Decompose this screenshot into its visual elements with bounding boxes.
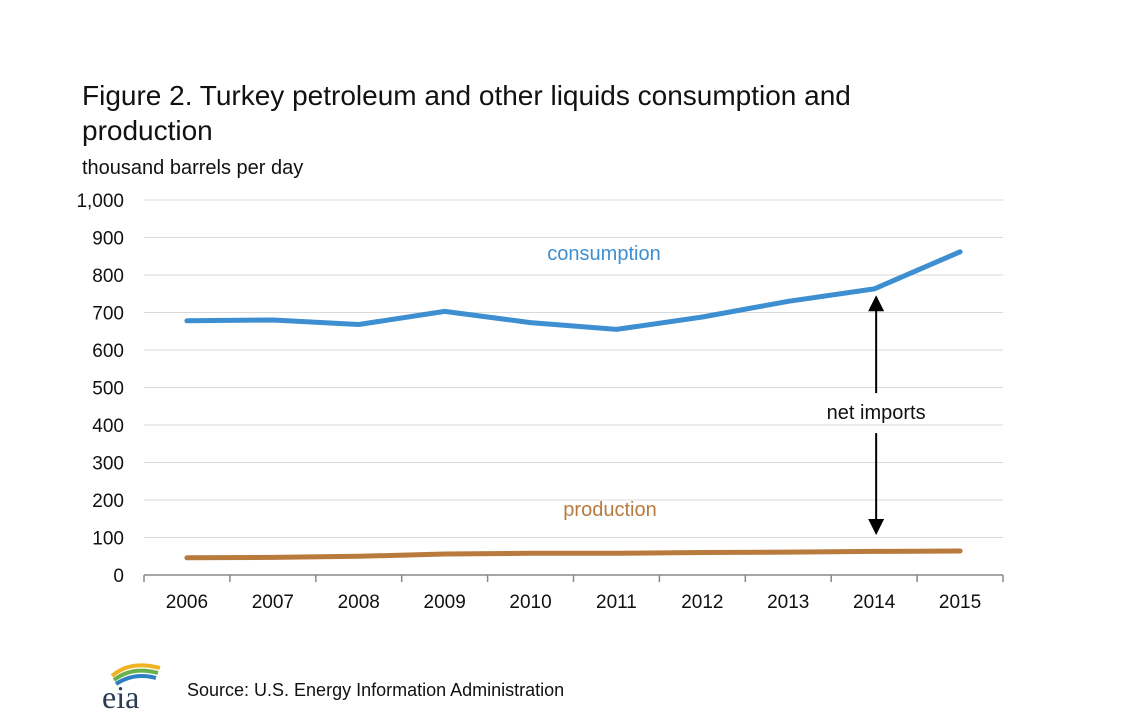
logo-text: eia [102, 679, 139, 710]
x-tick-label: 2009 [424, 592, 466, 613]
consumption-series-label: consumption [547, 243, 660, 265]
production-line [184, 548, 963, 561]
y-tick-label: 1,000 [76, 191, 124, 212]
x-tick-label: 2014 [853, 592, 896, 613]
x-tick-label: 2012 [681, 592, 723, 613]
x-tick-label: 2011 [596, 592, 637, 613]
consumption-line [184, 249, 963, 332]
x-tick-label: 2013 [767, 592, 809, 613]
y-tick-label: 200 [92, 491, 124, 512]
y-tick-label: 0 [113, 566, 124, 587]
y-tick-label: 700 [92, 304, 124, 325]
source-note: Source: U.S. Energy Information Administ… [187, 680, 565, 700]
x-tick-label: 2015 [939, 592, 981, 613]
net-imports-label: net imports [827, 402, 926, 424]
logo-arc-blue [114, 674, 157, 686]
y-tick-label: 900 [92, 229, 124, 250]
production-series-label: production [563, 499, 656, 521]
y-tick-label: 400 [92, 416, 124, 437]
y-tick-label: 800 [92, 266, 124, 287]
logo-arc-yellow [110, 663, 161, 678]
eia-logo: eia [102, 663, 161, 710]
y-tick-label: 500 [92, 379, 124, 400]
y-tick-label: 100 [92, 529, 124, 550]
y-tick-label: 600 [92, 341, 124, 362]
y-axis-units-label: thousand barrels per day [82, 157, 304, 179]
x-tick-label: 2008 [338, 592, 380, 613]
x-tick-label: 2006 [166, 592, 208, 613]
x-tick-label: 2010 [509, 592, 551, 613]
logo-arc-green [112, 668, 159, 682]
chart-title: Figure 2. Turkey petroleum and other liq… [82, 80, 851, 146]
y-tick-label: 300 [92, 454, 124, 475]
x-tick-label: 2007 [252, 592, 294, 613]
